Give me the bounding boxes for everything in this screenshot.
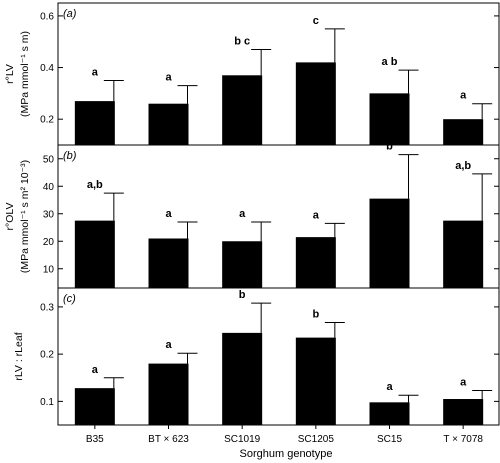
y-tick-label: 30 [43, 209, 55, 220]
panel-a: (a) 0.2 0.4 0.6 a a b c c a b a r°LV (MPa mmol⁻¹ s … [4, 2, 500, 146]
bar [295, 62, 336, 145]
y-tick-label: 0.6 [40, 11, 54, 22]
y-tick-label: 0.3 [40, 302, 54, 313]
y-axis-title: r°LV [4, 64, 16, 84]
bar [148, 363, 189, 425]
bar [295, 337, 336, 425]
panel-b: (b) 10 20 30 40 50 a,b a a a b a,b r°OLV (MPa mmol⁻¹ … [4, 141, 500, 289]
y-tick-label: 20 [43, 237, 55, 248]
y-axis-units: (MPa mmol⁻¹ s m² 10⁻³) [19, 160, 31, 273]
bar [222, 332, 263, 425]
y-tick-label: 0.2 [40, 350, 54, 361]
panel-frame [57, 287, 500, 426]
significance-label: a b [382, 56, 398, 68]
significance-label: a [460, 377, 467, 389]
y-axis-title: r°OLV [4, 203, 16, 231]
significance-label: a,b [87, 179, 103, 191]
panel-label: (b) [63, 150, 77, 162]
bar [369, 402, 410, 425]
significance-label: a [92, 364, 99, 376]
significance-label: a [165, 339, 172, 351]
y-tick-label: 0.4 [40, 63, 54, 74]
bar [443, 399, 484, 425]
bar [443, 119, 484, 145]
significance-label: b [312, 308, 319, 320]
y-tick-label: 10 [43, 264, 55, 275]
x-tick-label: BT × 623 [148, 434, 189, 445]
significance-label: b [386, 141, 393, 153]
y-tick-label: 50 [43, 154, 55, 165]
x-axis-title: Sorghum genotype [240, 448, 333, 460]
bar [222, 75, 263, 145]
significance-label: a [92, 66, 99, 78]
bar [369, 93, 410, 145]
bar [295, 237, 336, 288]
y-axis-units: (MPa mmol⁻¹ s m) [19, 31, 31, 117]
panel-frame [57, 2, 500, 146]
significance-label: a [386, 381, 393, 393]
x-tick-label: SC1205 [298, 434, 335, 445]
bar [74, 388, 115, 425]
x-tick-label: SC1019 [224, 434, 261, 445]
bar [443, 220, 484, 288]
bar [148, 103, 189, 145]
chart-panels: (a)0.20.40.6a ab cca bar°LV (MPa mmol⁻¹ s … [4, 2, 500, 429]
bar [74, 101, 115, 145]
significance-label: b c [234, 35, 250, 47]
y-tick-label: 0.1 [40, 397, 54, 408]
y-axis-title: rLV : rLeaf [13, 332, 25, 380]
significance-label: a,b [455, 160, 471, 172]
panel-label: (c) [63, 293, 76, 305]
x-tick-label: SC15 [377, 434, 402, 445]
bar [74, 220, 115, 288]
y-tick-label: 40 [43, 182, 55, 193]
bar [148, 238, 189, 288]
x-tick-label: T × 7078 [443, 434, 483, 445]
x-axis: B35 BT × 623 SC1019 SC1205 SC15 T × 7078 [86, 434, 483, 445]
panel-label: (a) [63, 8, 77, 20]
panel-c: (c) 0.1 0.2 0.3 a a b b a a rLV : rLeaf [13, 287, 500, 429]
bar [369, 198, 410, 288]
significance-label: a [460, 90, 467, 102]
significance-label: a [165, 72, 172, 84]
significance-label: c [313, 15, 319, 27]
x-tick-label: B35 [86, 434, 104, 445]
significance-label: b [239, 289, 246, 301]
significance-label: a [165, 208, 172, 220]
bar [222, 241, 263, 288]
panel-frame [57, 144, 500, 289]
significance-label: a [239, 208, 246, 220]
y-tick-label: 0.2 [40, 115, 54, 126]
significance-label: a [313, 209, 320, 221]
